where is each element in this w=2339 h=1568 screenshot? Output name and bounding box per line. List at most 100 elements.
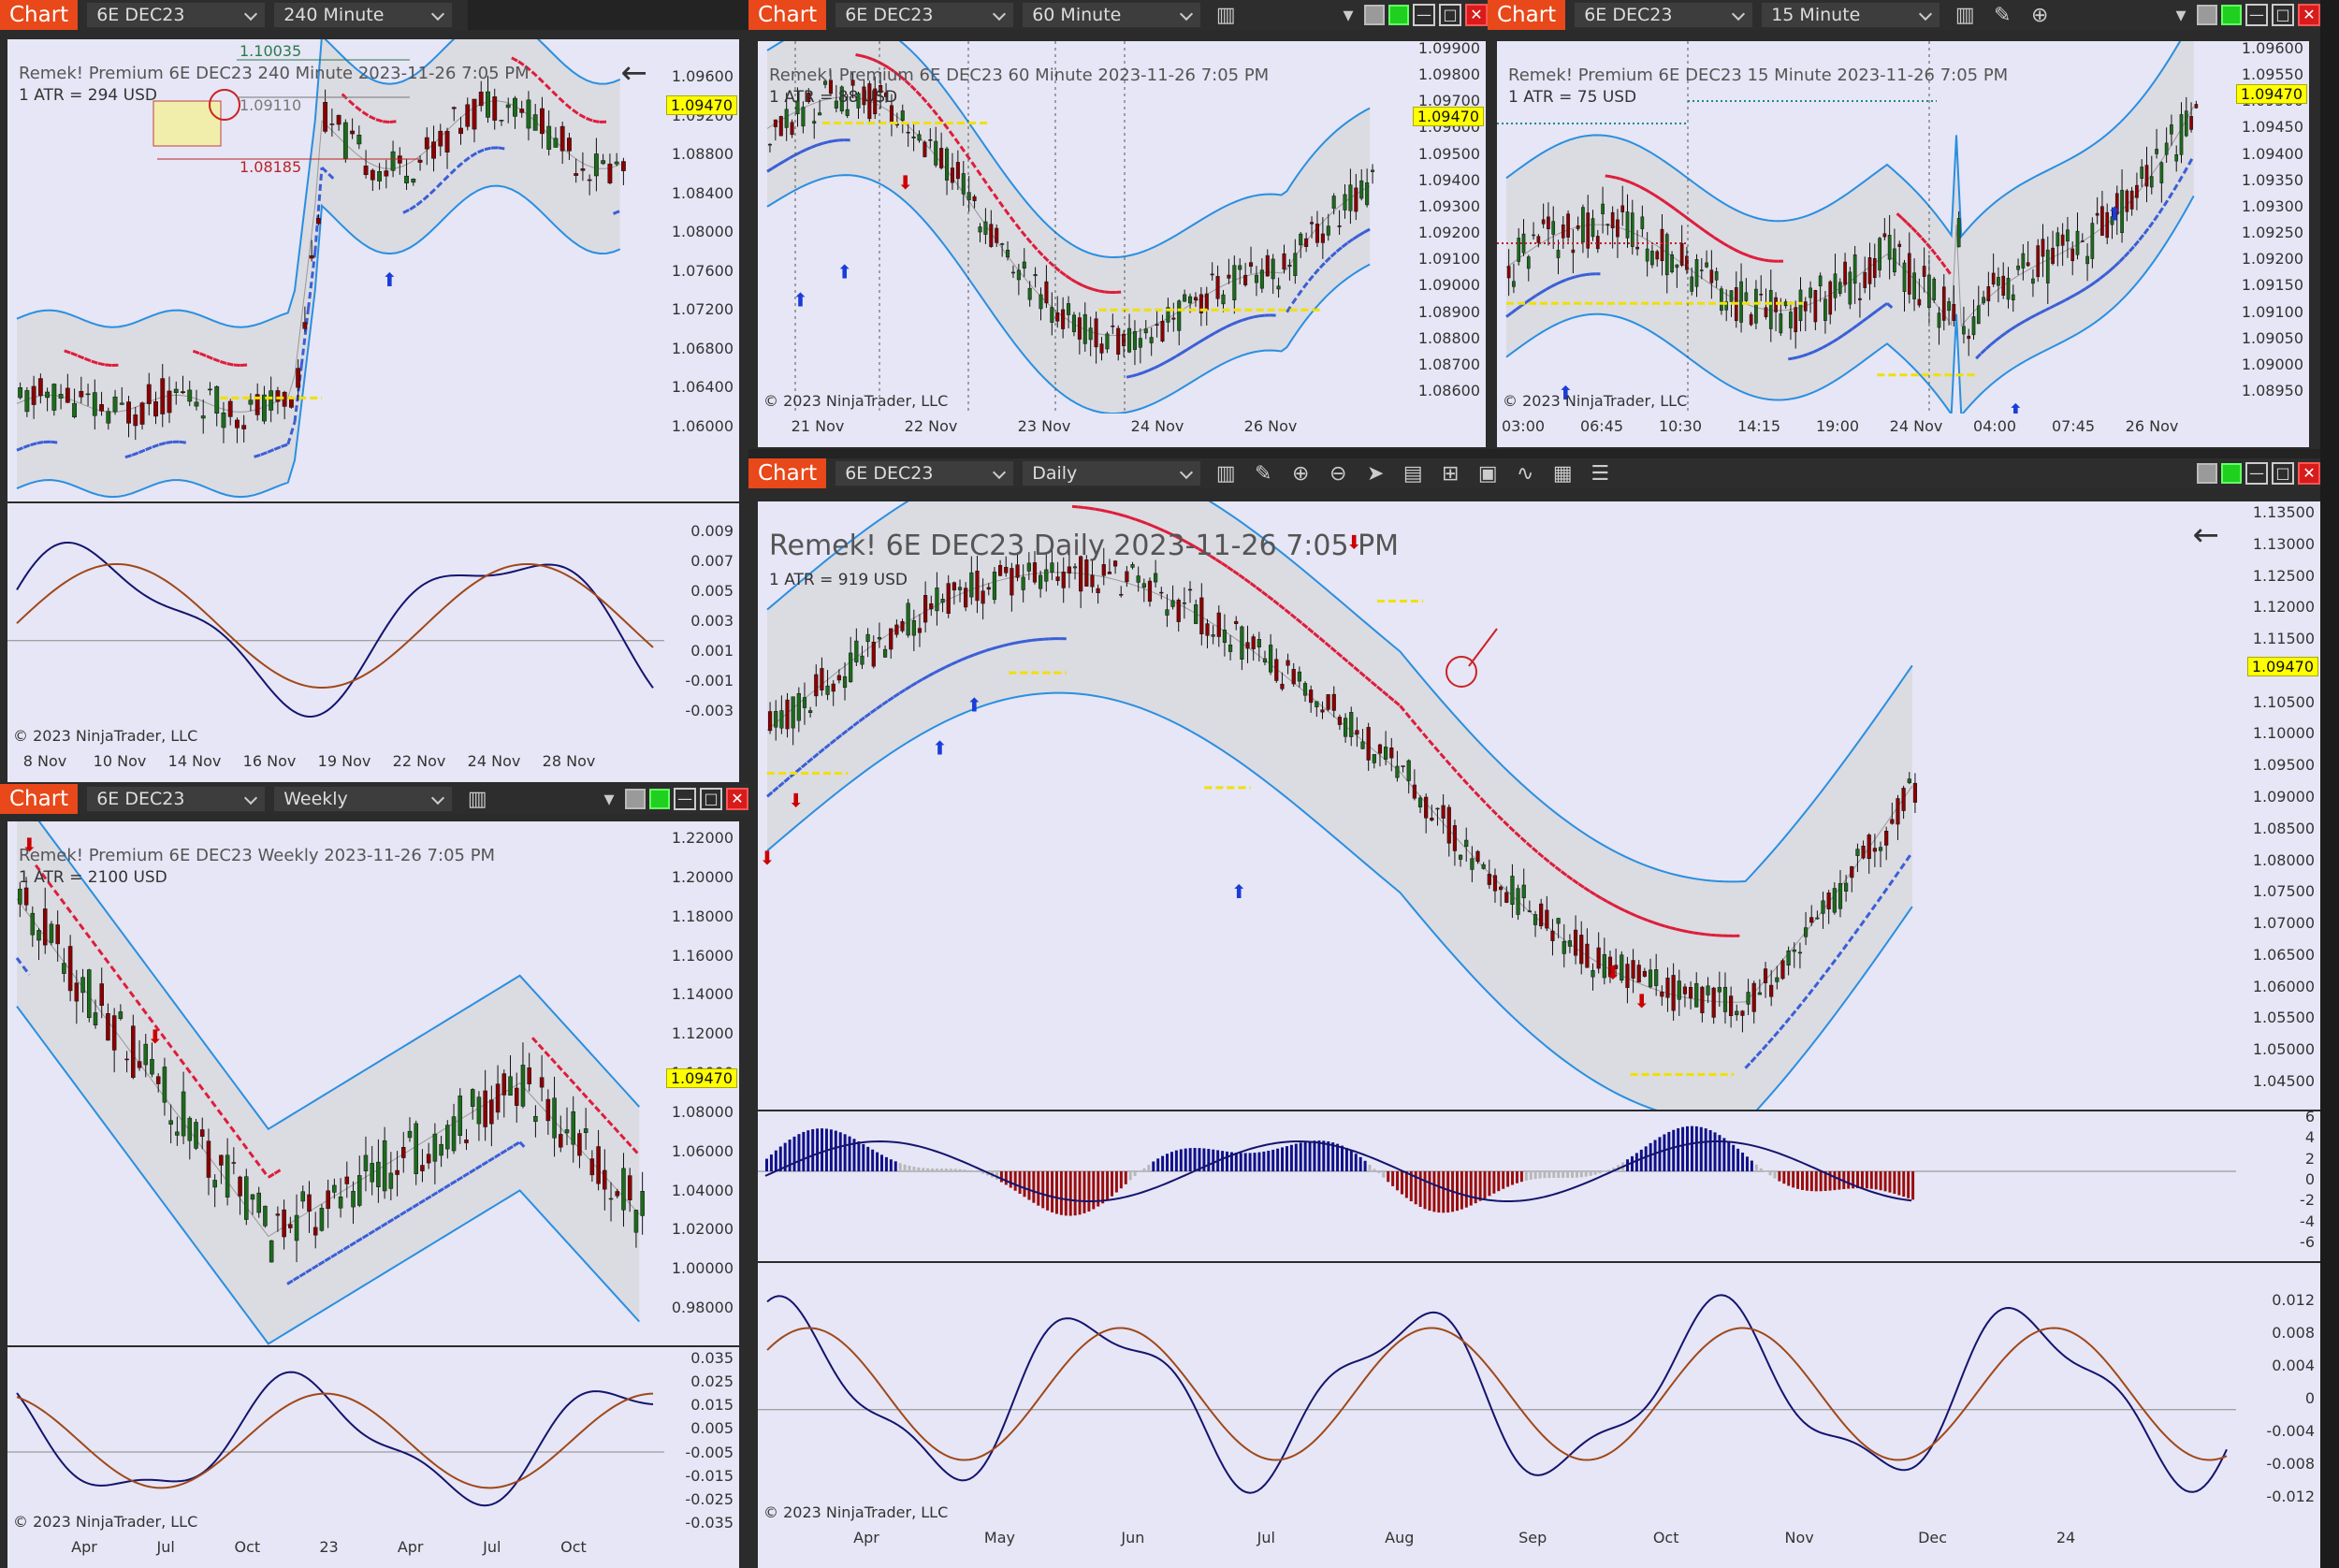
price-axis[interactable]: 1.09900 1.09800 1.09700 1.09600 1.09500 1.094…: [1394, 41, 1486, 414]
chart-menu-button[interactable]: Chart: [0, 0, 79, 30]
oscillator-axis[interactable]: 0.012 0.008 0.004 0 -0.004 -0.008 -0.012: [2236, 1263, 2320, 1525]
bollinger-lower-line: [16, 184, 621, 499]
instrument-selector[interactable]: 6E DEC23: [87, 3, 266, 27]
strategies-icon[interactable]: ∿: [1517, 461, 1534, 486]
time-axis[interactable]: 21 Nov 22 Nov 23 Nov 24 Nov 26 Nov: [758, 414, 1486, 447]
oscillator-panel[interactable]: © 2023 NinjaTrader, LLC: [7, 1347, 664, 1534]
interval-selector[interactable]: Daily: [1023, 461, 1201, 486]
price-panel[interactable]: ⬇⬇⬆ Remek! Premium 6E DEC23 Weekly 2023-…: [7, 821, 664, 1345]
price-axis[interactable]: 1.22000 1.20000 1.18000 1.16000 1.14000 1.120…: [664, 821, 739, 1345]
price-panel[interactable]: ⬆⬆⬆⬆ Remek! Premium 6E DEC23 15 Minute 2…: [1497, 41, 2217, 414]
chart-menu-button[interactable]: Chart: [748, 458, 827, 488]
candle-body: [1039, 574, 1043, 589]
pointer-icon[interactable]: ➤: [1367, 461, 1385, 486]
trailing-stop-line: [1128, 515, 1137, 521]
link-button[interactable]: [1364, 5, 1385, 25]
chart-menu-button[interactable]: Chart: [748, 0, 827, 30]
time-axis[interactable]: Apr Jul Oct 23 Apr Jul Oct: [7, 1534, 739, 1568]
link-color-button[interactable]: [649, 789, 670, 809]
time-axis[interactable]: 8 Nov 10 Nov 14 Nov 16 Nov 19 Nov 22 Nov 24 No…: [7, 748, 739, 782]
axis-tick-label: 1.18000: [671, 907, 734, 925]
link-button[interactable]: [2197, 463, 2217, 484]
chart-menu-button[interactable]: Chart: [0, 784, 79, 814]
trailing-stop-line: [268, 1172, 276, 1179]
candle-body: [1586, 212, 1591, 249]
candle-body: [514, 1087, 519, 1106]
interval-selector[interactable]: 60 Minute: [1023, 3, 1201, 27]
price-panel[interactable]: ⬆ ⬆ ⬇ Remek! Premium 6E DEC23 60 Minute 20…: [758, 41, 1394, 414]
back-arrow-icon[interactable]: ←: [2192, 516, 2220, 554]
maximize-button[interactable]: □: [2272, 462, 2294, 485]
properties-icon[interactable]: ⊞: [1442, 461, 1460, 486]
link-color-button[interactable]: [2221, 463, 2242, 484]
bar-type-icon[interactable]: ▥: [465, 4, 469, 27]
minimize-button[interactable]: —: [1413, 4, 1435, 26]
dropdown-icon[interactable]: ▾: [603, 787, 615, 811]
candle-body: [1648, 969, 1653, 988]
zoom-icon[interactable]: ⊕: [2031, 3, 2049, 27]
histogram-bar: [893, 1161, 897, 1171]
bar-type-icon[interactable]: ▥: [1954, 3, 1975, 27]
interval-selector[interactable]: Weekly: [274, 787, 453, 811]
maximize-button[interactable]: □: [700, 788, 722, 810]
chart-menu-button[interactable]: Chart: [1488, 0, 1566, 30]
data-box-icon[interactable]: ▤: [1402, 461, 1423, 486]
close-button[interactable]: ✕: [1465, 4, 1488, 26]
link-button[interactable]: [2197, 5, 2217, 25]
drawing-tool-icon[interactable]: ✎: [1994, 3, 2012, 27]
link-color-button[interactable]: [1388, 5, 1409, 25]
price-axis[interactable]: 1.096001.095501.095001.094501.094001.093…: [2217, 41, 2309, 414]
close-button[interactable]: ✕: [2298, 4, 2320, 26]
histogram-bar: [1552, 1171, 1556, 1178]
candle-body: [952, 582, 956, 590]
close-button[interactable]: ✕: [2298, 462, 2320, 485]
price-axis[interactable]: 1.135001.130001.125001.120001.115001.110…: [2236, 501, 2320, 1110]
snapshot-icon[interactable]: ▣: [1477, 461, 1498, 486]
maximize-button[interactable]: □: [1439, 4, 1461, 26]
bar-type-icon[interactable]: ▥: [467, 787, 487, 811]
templates-icon[interactable]: ▦: [1552, 461, 1573, 486]
link-color-button[interactable]: [2221, 5, 2242, 25]
histogram-bar: [1852, 1171, 1855, 1189]
candle-body: [839, 86, 844, 112]
oscillator-axis[interactable]: 0.009 0.007 0.005 0.003 0.001 -0.001 -0.003: [664, 503, 739, 748]
minimize-button[interactable]: —: [674, 788, 696, 810]
oscillator-panel[interactable]: © 2023 NinjaTrader, LLC: [7, 503, 664, 748]
histogram-bar: [1718, 1135, 1722, 1171]
histogram-bar: [1612, 1167, 1616, 1171]
link-button[interactable]: [625, 789, 646, 809]
maximize-button[interactable]: □: [2272, 4, 2294, 26]
price-panel[interactable]: ⬇ ⬇ ⬆ ⬆ ⬆ ⬇ ⬇ ⬇ Remek! 6E DEC23 Daily 2023-11-2…: [758, 501, 2236, 1110]
bar-type-icon[interactable]: ▥: [1215, 461, 1236, 486]
axis-tick-label: -2: [2300, 1191, 2315, 1210]
histogram-panel[interactable]: [758, 1111, 2236, 1261]
interval-selector[interactable]: 15 Minute: [1762, 3, 1940, 27]
instrument-selector[interactable]: 6E DEC23: [87, 787, 266, 811]
time-axis[interactable]: 03:00 06:45 10:30 14:15 19:00 24 Nov 04:00 07:4…: [1497, 414, 2309, 447]
price-axis[interactable]: 1.09600 1.09200 1.08800 1.08400 1.08000 1.076…: [664, 39, 739, 501]
minimize-button[interactable]: —: [2245, 4, 2268, 26]
zoom-out-icon[interactable]: ⊖: [1329, 461, 1347, 486]
instrument-selector[interactable]: 6E DEC23: [1575, 3, 1753, 27]
bar-type-icon[interactable]: ▥: [1215, 3, 1236, 27]
interval-selector[interactable]: 240 Minute: [274, 3, 453, 27]
histogram-bar: [1483, 1171, 1487, 1198]
oscillator-axis[interactable]: 0.035 0.025 0.015 0.005 -0.005 -0.015 -0.025 -0…: [664, 1347, 739, 1534]
instrument-selector[interactable]: 6E DEC23: [835, 461, 1014, 486]
list-icon[interactable]: ☰: [1591, 461, 1610, 486]
candle-body: [983, 221, 988, 235]
oscillator-panel[interactable]: © 2023 NinjaTrader, LLC: [758, 1263, 2236, 1525]
candle-body: [1694, 259, 1699, 287]
back-arrow-icon[interactable]: ←: [620, 54, 648, 92]
minimize-button[interactable]: —: [2245, 462, 2268, 485]
dropdown-icon[interactable]: ▾: [2175, 3, 2186, 27]
time-axis[interactable]: Apr May Jun Jul Aug Sep Oct Nov Dec 24: [758, 1525, 2320, 1568]
instrument-selector[interactable]: 6E DEC23: [835, 3, 1014, 27]
close-button[interactable]: ✕: [726, 788, 748, 810]
zoom-in-icon[interactable]: ⊕: [1292, 461, 1310, 486]
candle-body: [1872, 848, 1877, 852]
drawing-tool-icon[interactable]: ✎: [1255, 461, 1272, 486]
dropdown-icon[interactable]: ▾: [1343, 3, 1354, 27]
histogram-axis[interactable]: 6 4 2 0 -2 -4 -6: [2236, 1111, 2320, 1261]
